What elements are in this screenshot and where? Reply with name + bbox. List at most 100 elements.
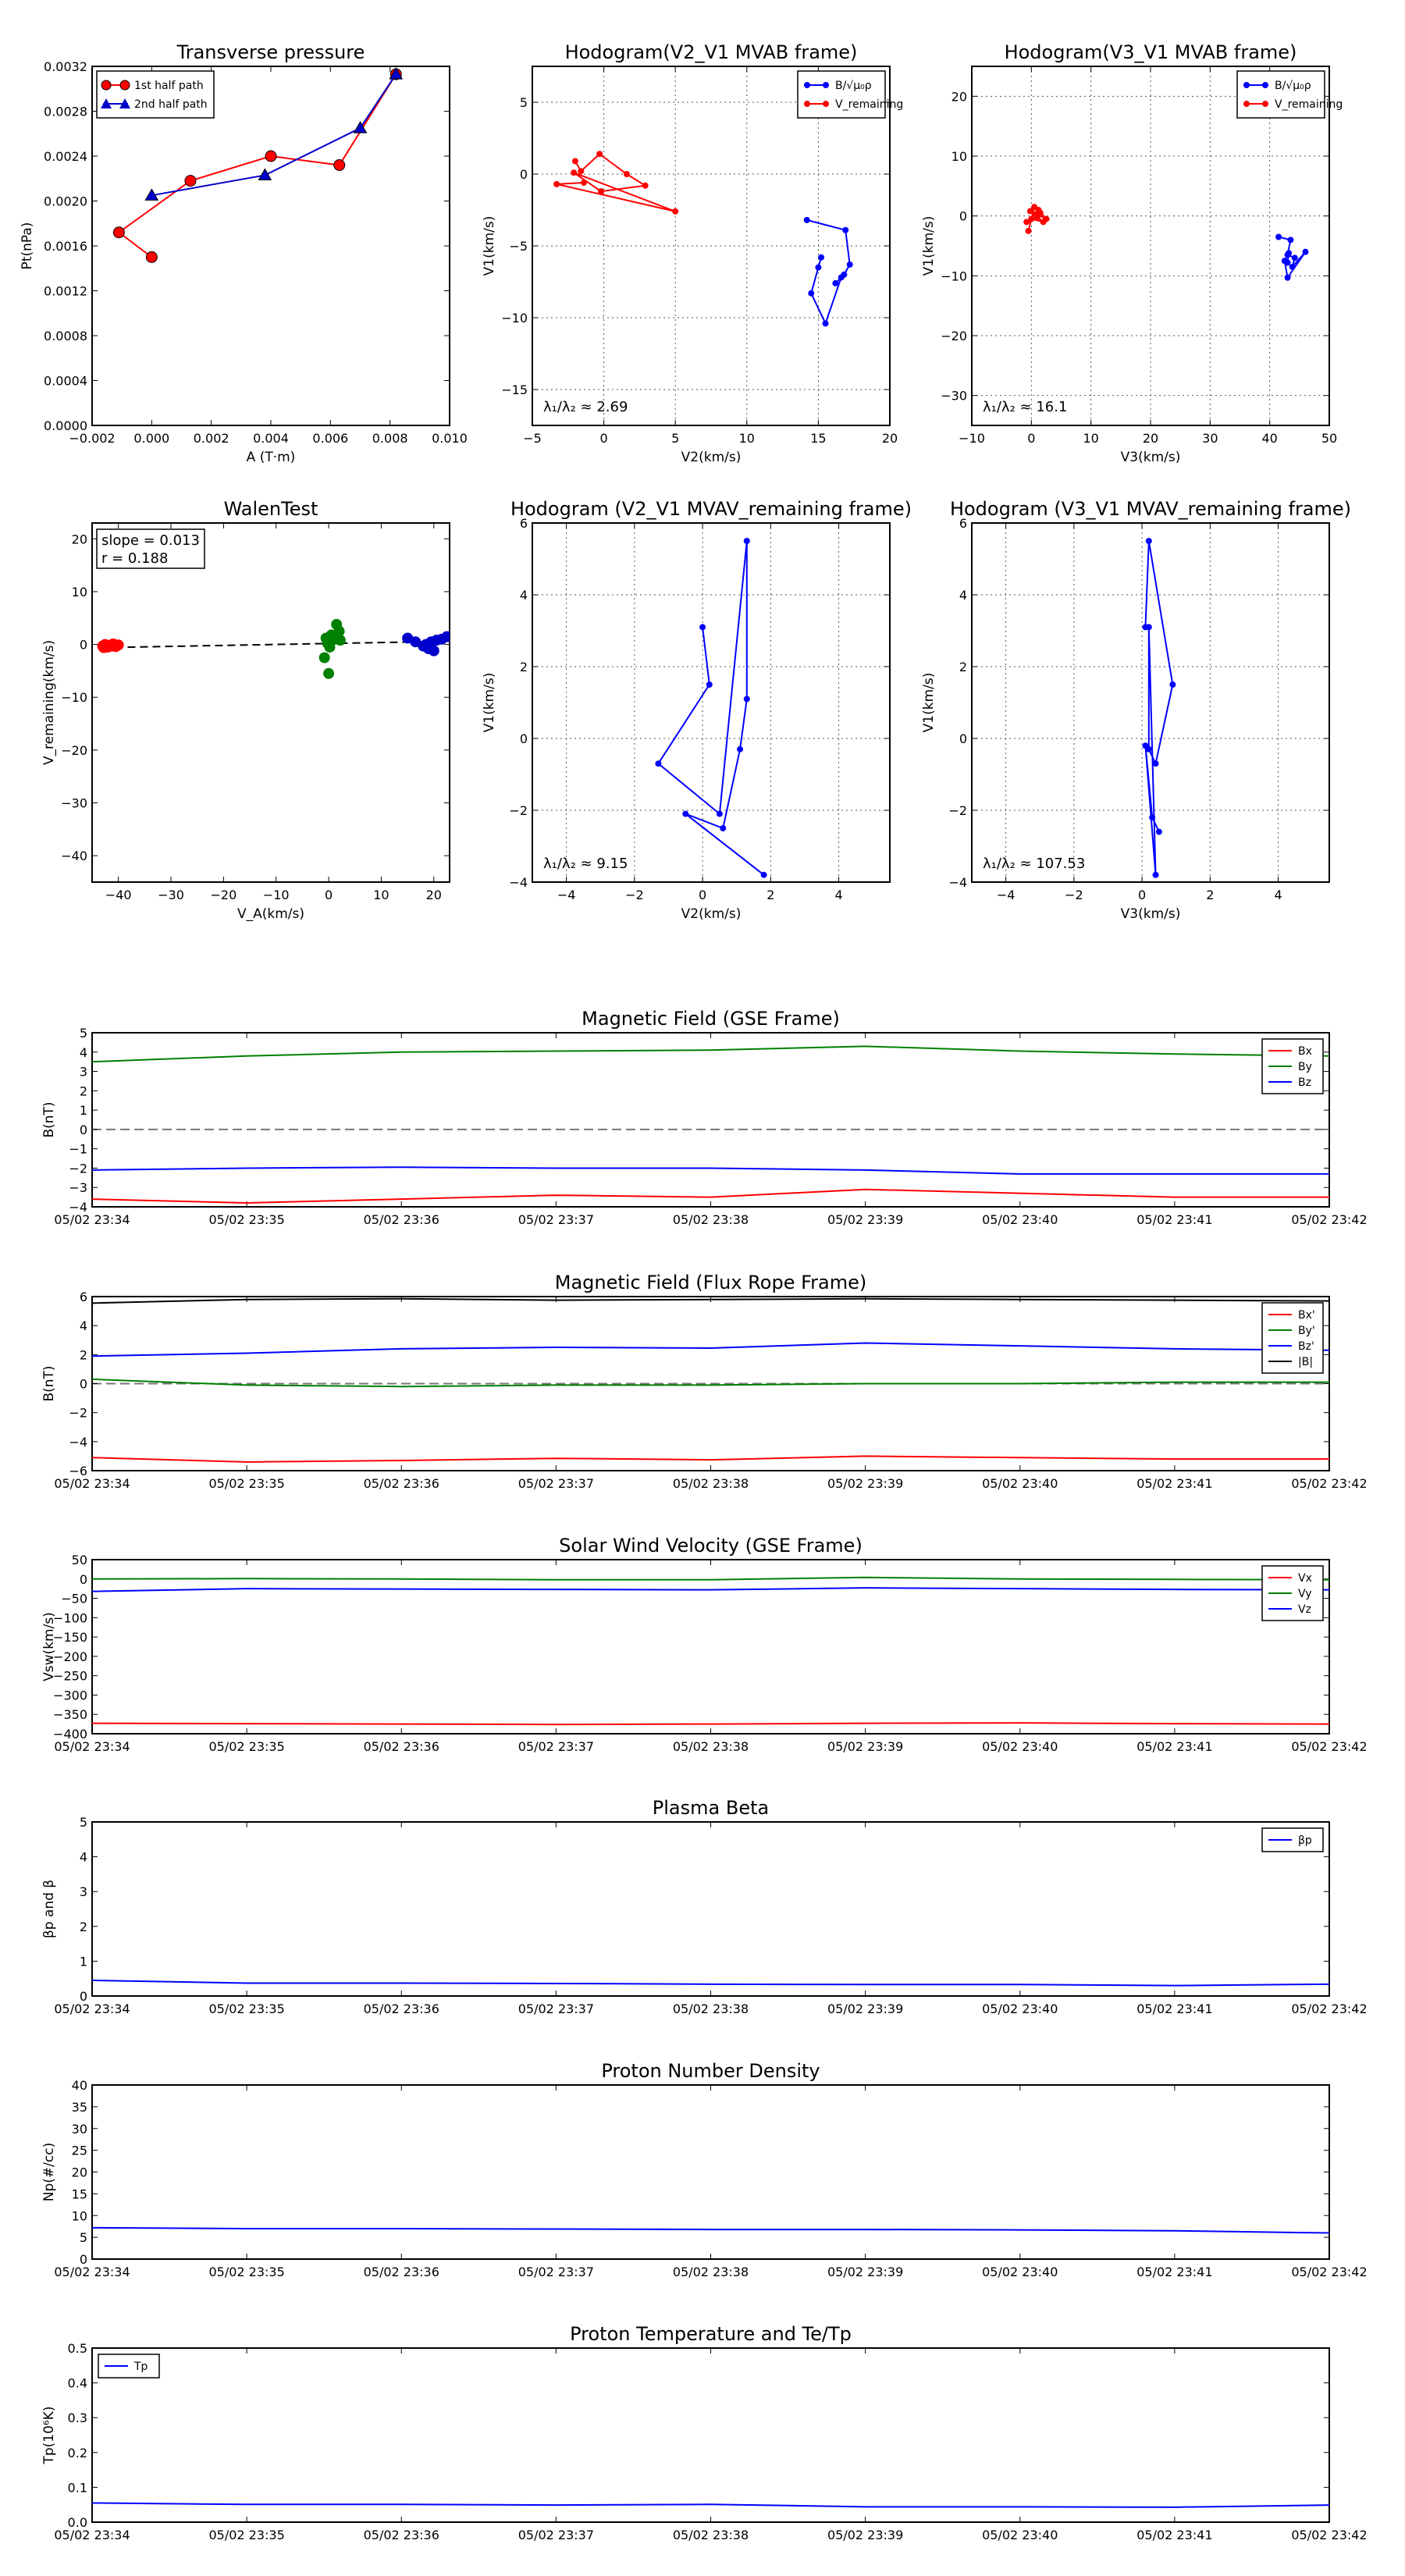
data-point [1289, 263, 1296, 270]
data-point [737, 745, 744, 753]
x-tick-label: 05/02 23:42 [1291, 2528, 1367, 2542]
x-tick-label: −4 [557, 888, 576, 902]
data-point [1152, 871, 1159, 878]
legend-marker [1243, 101, 1250, 107]
legend-label: Tp [133, 2361, 148, 2373]
series-line-0 [91, 2226, 1330, 2234]
data-point [1286, 250, 1293, 257]
data-point [145, 251, 158, 263]
y-tick-label: 1 [80, 1103, 87, 1118]
data-point [1028, 215, 1035, 222]
data-point [112, 226, 125, 239]
legend-label: Bz [1298, 1076, 1311, 1089]
slope-text: slope = 0.013 [101, 532, 200, 549]
legend-marker [804, 101, 810, 107]
x-tick-label: −20 [210, 888, 237, 902]
data-point [815, 264, 822, 271]
y-axis-label: Vsw(km/s) [41, 1612, 57, 1681]
chart-title: Transverse pressure [176, 41, 365, 63]
y-tick-label: 0 [520, 731, 528, 746]
regression-line [102, 640, 450, 649]
data-point [818, 254, 825, 261]
data-point [760, 871, 767, 878]
data-point [258, 168, 272, 180]
y-tick-label: 1 [80, 1954, 87, 1969]
x-axis-label: A (T·m) [247, 450, 296, 465]
data-point [265, 150, 277, 162]
x-tick-label: 05/02 23:42 [1291, 1212, 1367, 1227]
x-tick-label: 05/02 23:42 [1291, 2001, 1367, 2016]
x-tick-label: 15 [810, 431, 826, 446]
data-point [596, 151, 603, 158]
x-tick-label: 05/02 23:39 [827, 2265, 903, 2279]
x-axis-label: V2(km/s) [681, 450, 742, 465]
y-tick-label: 20 [72, 532, 87, 546]
y-tick-label: 0.0004 [44, 374, 87, 389]
y-tick-label: 10 [72, 585, 87, 600]
y-axis-label: V1(km/s) [921, 673, 937, 733]
x-tick-label: 10 [1083, 431, 1098, 446]
chart-ts3: Solar Wind Velocity (GSE Frame) 05/02 23:… [41, 1535, 1368, 1754]
y-tick-label: −15 [501, 382, 528, 397]
axes-frame [971, 522, 1330, 883]
legend: Bx By Bz [1261, 1038, 1324, 1094]
x-tick-label: −0.002 [69, 431, 115, 446]
y-tick-label: 4 [80, 1850, 87, 1865]
y-tick-label: 0.0028 [44, 105, 87, 119]
y-tick-label: 5 [80, 1815, 87, 1830]
x-tick-label: −10 [959, 431, 985, 446]
chart-title: Solar Wind Velocity (GSE Frame) [559, 1535, 863, 1557]
y-tick-label: 10 [72, 2208, 87, 2223]
x-tick-label: 05/02 23:37 [518, 1212, 594, 1227]
axes-frame [91, 522, 450, 883]
y-tick-label: 5 [520, 95, 528, 110]
data-point [1149, 814, 1156, 821]
correlation-text: r = 0.188 [101, 550, 168, 567]
y-tick-label: 50 [72, 1553, 87, 1567]
series-line [556, 152, 676, 212]
y-tick-label: 0 [80, 2252, 87, 2267]
x-axis-label: V3(km/s) [1121, 450, 1181, 465]
series-line-Vy [91, 1576, 1330, 1581]
y-tick-label: −4 [948, 875, 967, 890]
data-point [144, 188, 159, 201]
data-point [1155, 828, 1162, 835]
x-tick-label: 05/02 23:42 [1291, 2265, 1367, 2279]
chart-title: Plasma Beta [653, 1797, 769, 1819]
data-point [743, 538, 750, 544]
y-tick-label: 0.0024 [44, 149, 87, 164]
legend-marker [119, 98, 130, 109]
data-point [716, 810, 723, 817]
x-tick-label: 05/02 23:38 [673, 1212, 749, 1227]
y-tick-label: 0.0020 [44, 194, 87, 209]
y-tick-label: 0.0000 [44, 418, 87, 433]
x-tick-label: 05/02 23:42 [1291, 1739, 1367, 1754]
x-tick-label: 05/02 23:37 [518, 2001, 594, 2016]
y-tick-label: 10 [951, 149, 967, 164]
x-tick-label: 4 [834, 888, 842, 902]
legend-marker [804, 82, 810, 88]
legend-label: Bz' [1298, 1340, 1314, 1353]
y-tick-label: 0 [959, 731, 967, 746]
series-line-By' [91, 1378, 1329, 1388]
y-tick-label: −200 [53, 1649, 87, 1664]
x-tick-label: 05/02 23:36 [364, 2265, 439, 2279]
data-point [706, 681, 713, 688]
legend-box [797, 70, 886, 119]
y-axis-label: V1(km/s) [921, 216, 937, 276]
chart-h3: Hodogram (V2_V1 MVAV_remaining frame) −4 −… [482, 498, 912, 922]
data-point [1291, 254, 1298, 262]
data-point [441, 631, 450, 642]
chart-ts2: Magnetic Field (Flux Rope Frame) 05/02 23… [41, 1272, 1368, 1491]
series-line [117, 73, 397, 258]
x-tick-label: 05/02 23:35 [208, 2001, 284, 2016]
y-tick-label: −20 [61, 743, 87, 758]
chart-title: Magnetic Field (GSE Frame) [582, 1008, 840, 1030]
legend-label: B/√μ₀ρ [835, 80, 872, 92]
y-tick-label: 0 [520, 167, 528, 182]
x-tick-label: 05/02 23:36 [364, 1476, 439, 1491]
x-tick-label: 05/02 23:36 [364, 1212, 439, 1227]
data-point [580, 180, 587, 187]
x-axis-label: V2(km/s) [681, 906, 742, 922]
x-tick-label: 0.004 [253, 431, 289, 446]
